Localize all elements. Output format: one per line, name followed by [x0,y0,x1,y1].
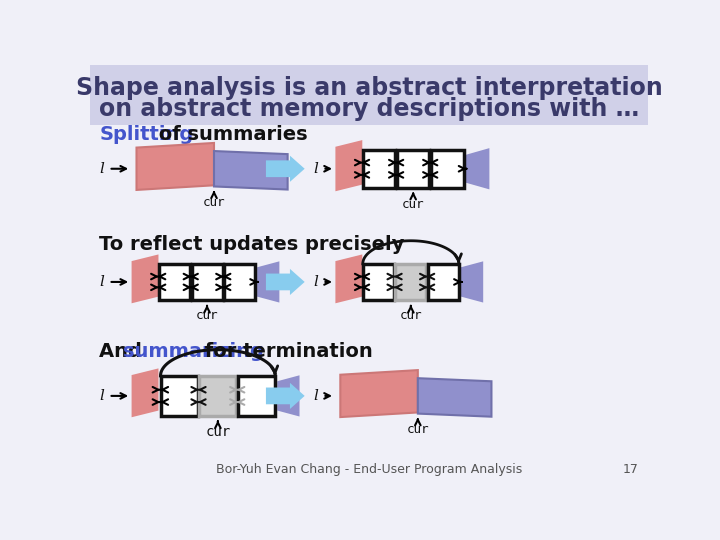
Polygon shape [132,256,158,302]
Bar [363,264,394,300]
Text: cur: cur [402,198,424,211]
Text: To reflect updates precisely: To reflect updates precisely [99,235,405,254]
Polygon shape [467,150,488,188]
Text: for termination: for termination [199,342,373,361]
Polygon shape [266,269,305,295]
Polygon shape [341,370,418,417]
Polygon shape [266,156,305,182]
Polygon shape [258,262,279,301]
Text: l: l [313,162,318,176]
Text: of summaries: of summaries [152,125,307,144]
Bar [161,376,198,416]
Text: l: l [313,389,318,403]
Bar [199,376,236,416]
Text: cur: cur [203,196,225,209]
Text: cur: cur [400,309,422,322]
Polygon shape [214,151,287,190]
Text: And: And [99,342,149,361]
Polygon shape [132,370,158,416]
Polygon shape [418,378,492,417]
Bar [428,264,459,300]
Text: 17: 17 [623,463,639,476]
Bar [397,150,429,188]
Polygon shape [336,141,361,190]
Bar [224,264,255,300]
Bar [363,150,395,188]
Bar [159,264,190,300]
Text: Shape analysis is an abstract interpretation: Shape analysis is an abstract interpreta… [76,76,662,100]
Text: l: l [99,275,104,289]
Bar [192,264,222,300]
Text: l: l [99,162,104,176]
Bar [395,264,426,300]
Bar [90,65,648,125]
Text: Splitting: Splitting [99,125,194,144]
Text: l: l [313,275,318,289]
Polygon shape [462,262,482,301]
Text: summarizing: summarizing [122,342,264,361]
Bar [238,376,275,416]
Bar [431,150,464,188]
Polygon shape [336,256,361,302]
Text: cur: cur [205,425,230,439]
Polygon shape [137,143,214,190]
Text: l: l [99,389,104,403]
Text: on abstract memory descriptions with …: on abstract memory descriptions with … [99,97,639,120]
Text: cur: cur [196,309,218,322]
Polygon shape [279,377,299,415]
Polygon shape [266,383,305,409]
Text: Bor-Yuh Evan Chang - End-User Program Analysis: Bor-Yuh Evan Chang - End-User Program An… [216,463,522,476]
Text: cur: cur [407,423,429,436]
